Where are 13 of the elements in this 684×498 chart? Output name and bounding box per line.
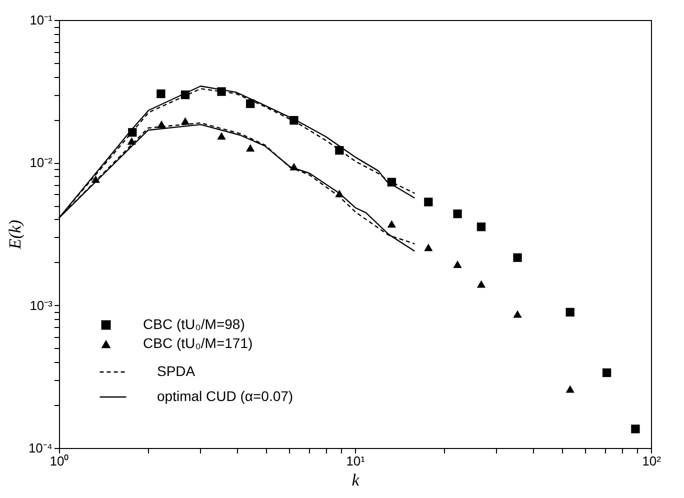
legend-label: SPDA: [157, 363, 196, 379]
y-tick-label: 10⁻²: [30, 155, 54, 170]
y-tick-label: 10⁻¹: [30, 12, 54, 28]
x-tick-label: 10²: [642, 454, 662, 468]
legend-label: CBC (tU₀/M=171): [143, 335, 253, 351]
x-tick-label: 10¹: [346, 454, 366, 468]
legend-label: CBC (tU₀/M=98): [143, 316, 245, 332]
y-tick-label: 10⁻⁴: [28, 440, 52, 456]
x-tick-label: 10⁰: [50, 454, 70, 468]
y-tick-label: 10⁻³: [30, 298, 54, 313]
y-axis-title: E(k): [5, 220, 24, 250]
legend-label: optimal CUD (α=0.07): [157, 388, 294, 404]
x-axis-title: k: [352, 470, 360, 490]
